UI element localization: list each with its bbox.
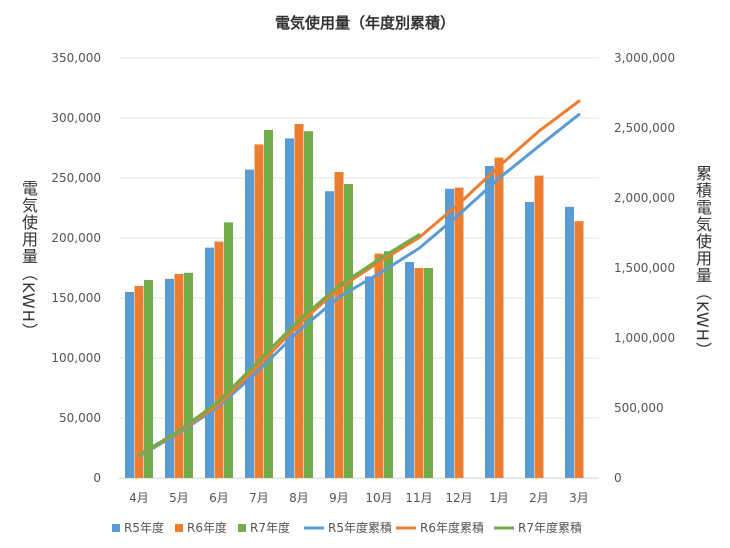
y2-tick-label: 2,000,000	[614, 191, 675, 205]
bar-R6年度	[454, 187, 464, 478]
bar-R5年度	[565, 206, 574, 479]
y-tick-label: 0	[93, 471, 101, 485]
bar-R7年度	[344, 184, 353, 478]
bar-R5年度	[405, 262, 414, 478]
bar-R5年度	[245, 169, 254, 478]
y-tick-label: 300,000	[51, 111, 101, 125]
bar-R6年度	[494, 157, 504, 478]
bar-R6年度	[214, 241, 224, 478]
legend-label: R5年度	[124, 520, 164, 535]
x-tick-label: 6月	[209, 491, 229, 505]
bar-R7年度	[384, 251, 393, 478]
bar-R6年度	[174, 274, 184, 478]
y-tick-label: 200,000	[51, 231, 101, 245]
bar-R6年度	[414, 268, 424, 478]
y-tick-label: 50,000	[59, 411, 101, 425]
bar-R5年度	[325, 191, 334, 478]
legend-label: R6年度累積	[420, 520, 484, 535]
y-axis-label: 電気使用量（KWH）	[19, 180, 38, 340]
legend-swatch	[112, 524, 120, 532]
x-tick-label: 3月	[569, 491, 589, 505]
y-tick-label: 250,000	[51, 171, 101, 185]
bar-R5年度	[285, 138, 294, 478]
bar-R6年度	[374, 253, 384, 478]
chart-title: 電気使用量（年度別累積）	[274, 14, 455, 32]
line-R5年度累積	[137, 112, 581, 458]
bar-R6年度	[574, 221, 584, 478]
y2-tick-label: 0	[614, 471, 622, 485]
x-tick-label: 12月	[445, 491, 472, 505]
line-R6年度累積	[137, 99, 581, 458]
x-tick-label: 9月	[329, 491, 349, 505]
bar-R5年度	[125, 292, 134, 478]
x-tick-label: 8月	[289, 491, 309, 505]
y-tick-label: 350,000	[51, 51, 101, 65]
bar-R5年度	[165, 278, 174, 478]
y-tick-label: 100,000	[51, 351, 101, 365]
legend-label: R7年度	[250, 520, 290, 535]
bar-R6年度	[254, 144, 264, 478]
x-tick-label: 4月	[129, 491, 149, 505]
x-tick-label: 5月	[169, 491, 189, 505]
x-tick-label: 7月	[249, 491, 269, 505]
legend-swatch	[238, 524, 246, 532]
bar-R7年度	[144, 280, 153, 478]
legend-swatch	[175, 524, 183, 532]
y2-axis-label: 累積電気使用量（KWH）	[693, 165, 712, 359]
legend-label: R7年度累積	[518, 520, 582, 535]
bar-R6年度	[134, 286, 144, 478]
x-tick-label: 10月	[365, 491, 392, 505]
bar-R7年度	[264, 130, 273, 478]
y2-tick-label: 1,000,000	[614, 331, 675, 345]
bar-R7年度	[424, 268, 433, 478]
bar-R7年度	[304, 131, 313, 478]
y-tick-label: 150,000	[51, 291, 101, 305]
legend-label: R5年度累積	[328, 520, 392, 535]
bar-R5年度	[445, 188, 454, 479]
bar-R5年度	[525, 202, 534, 478]
bar-R5年度	[365, 276, 374, 478]
bar-R5年度	[205, 247, 214, 478]
bar-R7年度	[224, 222, 233, 478]
line-R7年度累積	[137, 233, 421, 457]
bar-R6年度	[534, 175, 544, 478]
y2-tick-label: 2,500,000	[614, 121, 675, 135]
y2-tick-label: 500,000	[614, 401, 664, 415]
y2-tick-label: 1,500,000	[614, 261, 675, 275]
bar-R6年度	[294, 124, 304, 478]
x-tick-label: 11月	[405, 491, 432, 505]
bar-R5年度	[485, 166, 494, 478]
y2-tick-label: 3,000,000	[614, 51, 675, 65]
legend-label: R6年度	[187, 520, 227, 535]
x-tick-label: 2月	[529, 491, 549, 505]
bar-R6年度	[334, 172, 344, 478]
bar-R7年度	[184, 272, 193, 478]
x-tick-label: 1月	[489, 491, 509, 505]
